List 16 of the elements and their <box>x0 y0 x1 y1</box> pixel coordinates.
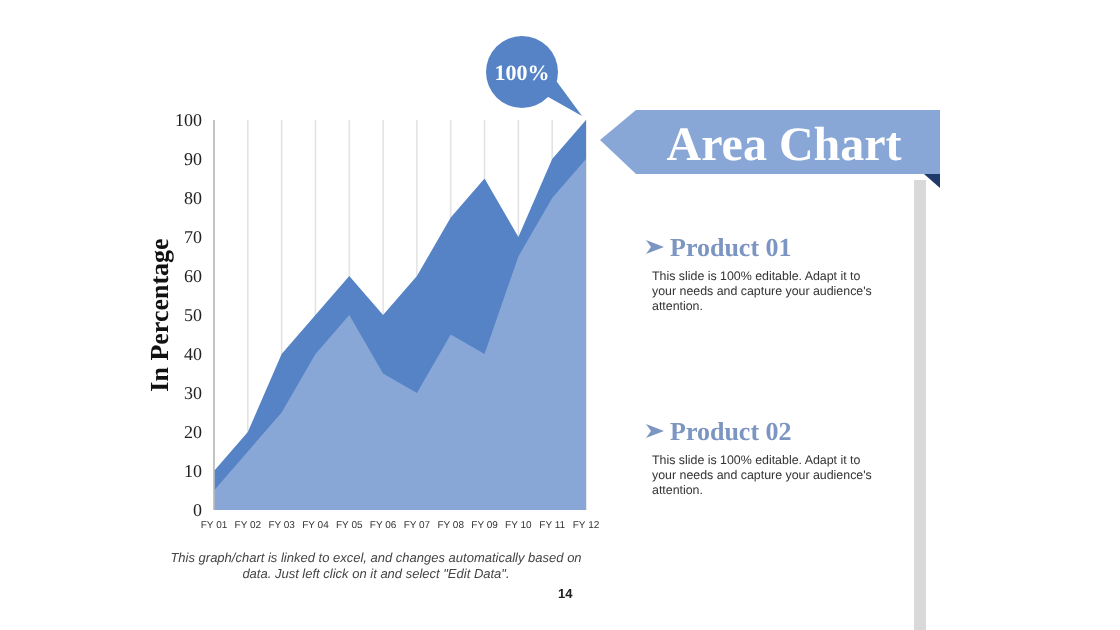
y-tick-label: 20 <box>184 422 203 442</box>
y-tick-label: 10 <box>184 461 203 481</box>
text: Product 02 <box>670 416 792 446</box>
annotation: 100% <box>494 62 550 86</box>
y-tick-label: 40 <box>184 344 203 364</box>
y-tick-label: 80 <box>184 188 203 208</box>
text: Product 01 <box>670 232 792 262</box>
text: Area Chart <box>666 120 902 172</box>
y-tick-label: 30 <box>184 383 203 403</box>
y-tick-label: 90 <box>184 149 203 169</box>
y-tick-label: 70 <box>184 227 203 247</box>
y-tick-label: 50 <box>184 305 203 325</box>
y-tick-label: 0 <box>193 500 203 520</box>
y-tick-label: 100 <box>175 110 203 130</box>
y-tick-label: 60 <box>184 266 203 286</box>
y-axis-title: In Percentage <box>144 237 174 392</box>
